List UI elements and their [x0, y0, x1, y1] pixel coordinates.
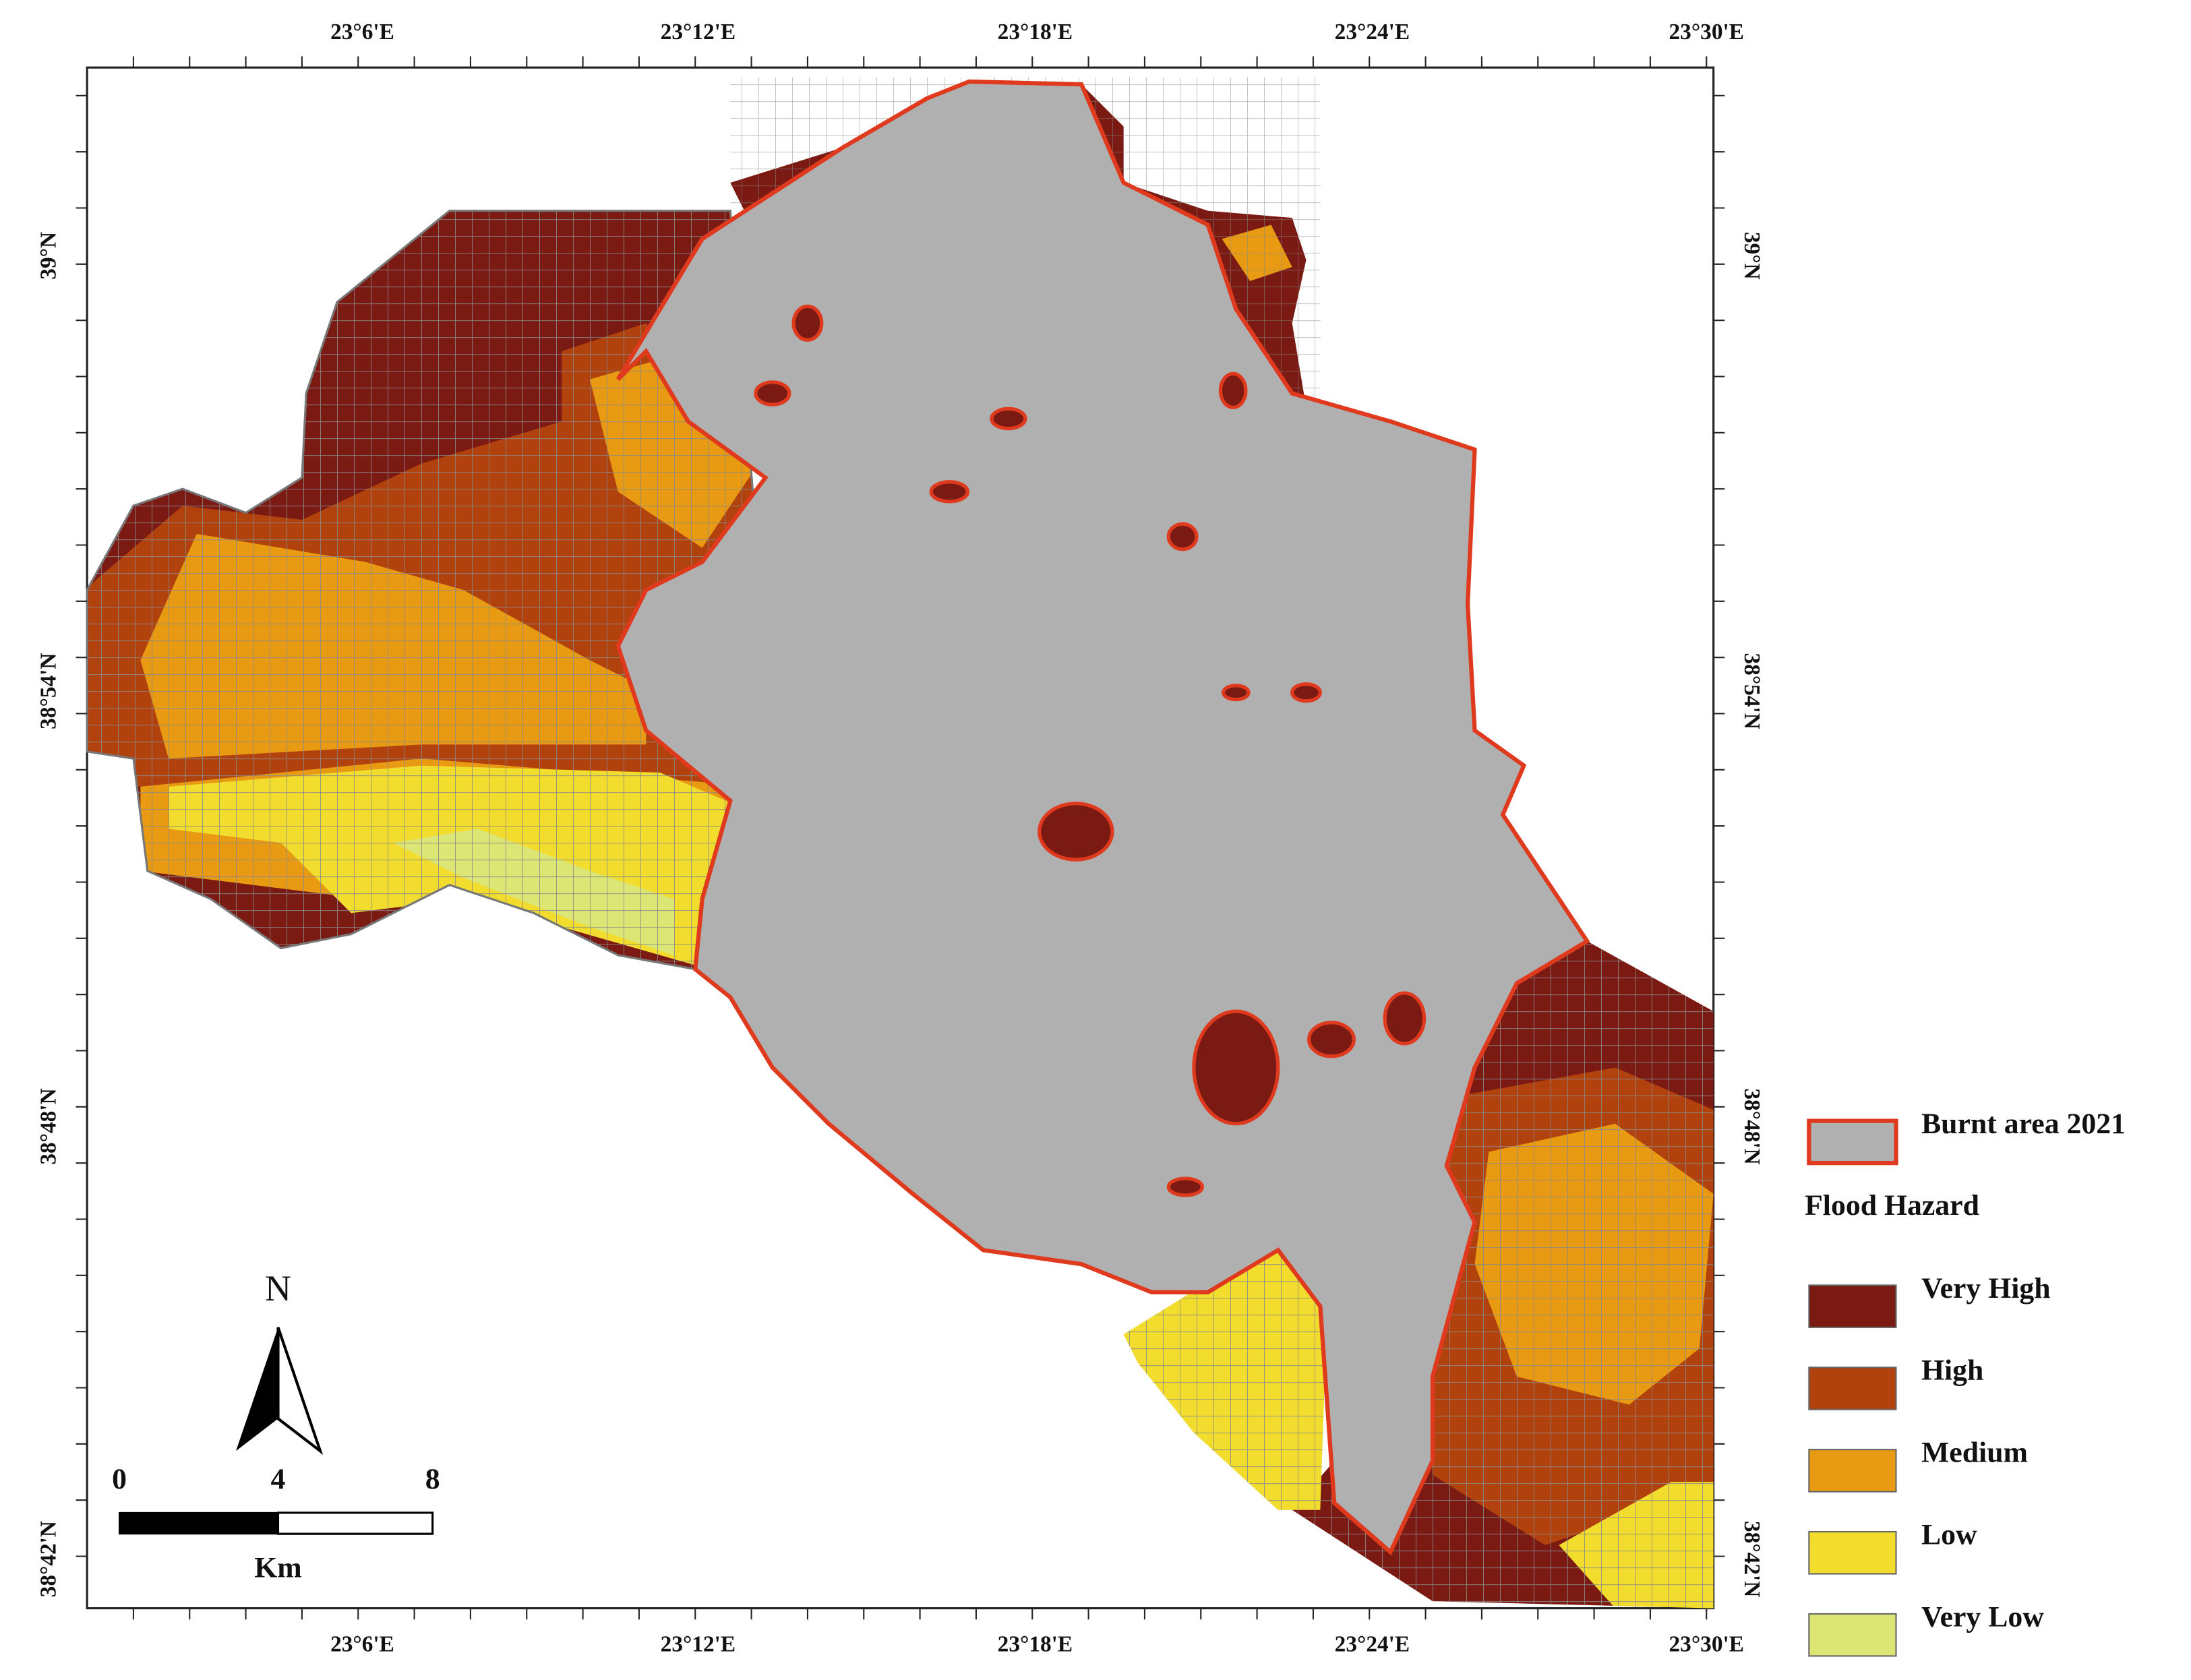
x-coord-label: 23°24'E: [1335, 1631, 1410, 1656]
y-coord-label: 38°42'N: [36, 1521, 61, 1597]
scale-label: 8: [425, 1463, 440, 1495]
y-coord-label: 38°48'N: [36, 1088, 61, 1164]
x-coord-label: 23°18'E: [998, 1631, 1073, 1656]
x-coord-label: 23°18'E: [998, 20, 1073, 44]
north-label: N: [265, 1268, 291, 1309]
legend-label: Very High: [1921, 1272, 2051, 1304]
scale-bar: 0 4 8 Km: [112, 1463, 440, 1584]
unburnt-patch: [1307, 1021, 1356, 1058]
y-coord-label: 38°54'N: [36, 653, 61, 729]
legend-title: Flood Hazard: [1805, 1189, 1979, 1222]
x-coord-label: 23°24'E: [1335, 20, 1410, 44]
unburnt-patches: [754, 304, 1427, 1197]
y-coord-label: 39°N: [1739, 232, 1764, 280]
y-coord-label: 38°48'N: [1739, 1088, 1764, 1164]
unburnt-patch: [1192, 1009, 1280, 1126]
y-coord-label: 38°42'N: [1739, 1521, 1764, 1597]
unburnt-patch: [1221, 684, 1251, 702]
legend-swatch: [1808, 1367, 1897, 1410]
legend-label: Medium: [1921, 1437, 2028, 1469]
x-coord-label: 23°30'E: [1669, 20, 1744, 44]
legend-label: High: [1921, 1354, 1983, 1387]
scale-label: 4: [271, 1463, 286, 1495]
y-coord-label: 39°N: [36, 232, 61, 280]
arrow-right: [276, 1327, 324, 1456]
legend-swatch: [1807, 1118, 1898, 1166]
legend-swatch: [1808, 1531, 1897, 1575]
legend-swatch: [1808, 1284, 1897, 1328]
scale-label: 0: [112, 1463, 127, 1495]
unburnt-patch: [1218, 371, 1248, 409]
scale-seg: [119, 1511, 279, 1535]
grid-overlay: [1123, 1242, 1327, 1510]
x-coord-label: 23°6'E: [330, 20, 394, 44]
legend: Burnt area 2021 Flood Hazard Very High Hi…: [1805, 1108, 2126, 1657]
legend-label: Low: [1921, 1518, 1977, 1551]
x-coord-label: 23°6'E: [330, 1631, 394, 1656]
legend-label: Burnt area 2021: [1921, 1108, 2126, 1140]
east-region: [1292, 941, 1714, 1609]
unburnt-patch: [791, 304, 824, 342]
unburnt-patch: [1383, 991, 1427, 1046]
unburnt-patch: [754, 380, 791, 407]
legend-label: Very Low: [1921, 1600, 2044, 1633]
x-coord-label: 23°30'E: [1669, 1631, 1744, 1656]
unburnt-patch: [1166, 522, 1199, 551]
y-coord-label: 38°54'N: [1739, 653, 1764, 729]
scale-seg: [276, 1511, 434, 1535]
unburnt-patch: [1166, 1176, 1204, 1197]
scale-unit: Km: [254, 1551, 301, 1584]
x-coord-label: 23°12'E: [661, 20, 736, 44]
unburnt-patch: [1038, 802, 1114, 862]
legend-swatch: [1808, 1613, 1897, 1657]
frame-ticks: 23°6'E 23°6'E 23°12'E 23°12'E 23°18'E 23°18'E…: [36, 20, 1765, 1657]
legend-swatch: [1808, 1449, 1897, 1493]
x-coord-label: 23°12'E: [661, 1631, 736, 1656]
unburnt-patch: [990, 407, 1027, 431]
unburnt-patch: [1290, 682, 1322, 703]
unburnt-patch: [929, 480, 970, 504]
